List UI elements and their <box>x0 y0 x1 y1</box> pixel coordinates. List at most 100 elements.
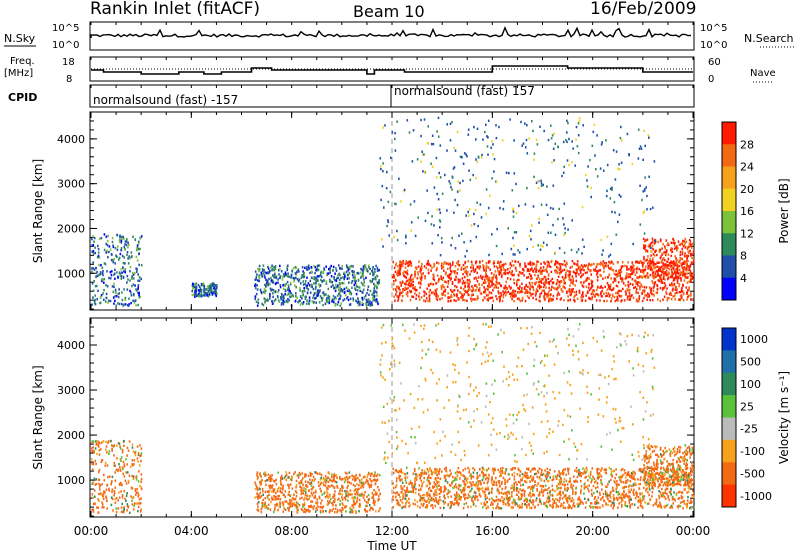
data-cell <box>543 295 545 299</box>
data-cell <box>543 269 546 272</box>
data-cell <box>425 266 428 270</box>
data-cell <box>497 270 499 273</box>
data-cell <box>272 268 274 272</box>
data-cell <box>215 291 217 294</box>
data-cell <box>478 287 481 290</box>
data-cell <box>676 263 679 267</box>
data-cell <box>93 236 96 240</box>
data-cell <box>547 138 550 142</box>
data-cell <box>676 249 678 252</box>
data-cell <box>366 291 368 295</box>
data-cell <box>308 302 310 306</box>
data-cell <box>660 278 663 282</box>
data-cell <box>473 125 475 129</box>
data-cell <box>92 508 94 511</box>
data-cell <box>667 242 669 245</box>
data-cell <box>664 247 667 250</box>
data-cell <box>114 268 116 271</box>
data-cell <box>637 291 639 295</box>
data-cell <box>439 467 441 471</box>
data-cell <box>311 494 314 497</box>
data-cell <box>548 286 550 290</box>
data-cell <box>112 261 115 264</box>
data-cell <box>414 271 416 274</box>
data-cell <box>557 286 560 289</box>
data-cell <box>258 269 260 273</box>
data-cell <box>521 282 523 285</box>
data-cell <box>486 145 489 148</box>
data-cell <box>346 277 349 280</box>
data-cell <box>455 275 457 279</box>
data-cell <box>124 296 127 300</box>
data-cell <box>303 498 305 501</box>
data-cell <box>551 282 554 285</box>
data-cell <box>349 292 351 295</box>
data-cell <box>476 160 478 163</box>
data-cell <box>313 276 315 279</box>
data-cell <box>526 268 529 271</box>
data-cell <box>588 277 590 280</box>
data-cell <box>307 508 310 512</box>
data-cell <box>433 186 436 189</box>
data-cell <box>641 264 644 267</box>
data-cell <box>532 269 534 272</box>
data-cell <box>375 300 377 303</box>
data-cell <box>580 485 583 488</box>
data-cell <box>272 295 274 299</box>
data-cell <box>514 260 517 263</box>
data-cell <box>299 485 302 489</box>
data-cell <box>118 302 121 306</box>
data-cell <box>373 297 376 300</box>
data-cell <box>600 238 603 242</box>
data-cell <box>426 142 429 145</box>
data-cell <box>663 267 665 270</box>
data-cell <box>337 509 339 512</box>
data-cell <box>487 153 489 156</box>
data-cell <box>282 504 285 507</box>
data-cell <box>105 242 108 246</box>
data-cell <box>547 260 550 264</box>
data-cell <box>624 290 627 293</box>
data-cell <box>126 253 128 257</box>
data-cell <box>423 153 425 156</box>
data-cell <box>459 280 461 283</box>
data-cell <box>278 486 280 489</box>
data-cell <box>140 508 142 511</box>
data-cell <box>118 256 121 260</box>
data-cell <box>665 270 668 274</box>
data-cell <box>593 293 595 297</box>
data-cell <box>259 481 261 484</box>
data-cell <box>441 470 443 473</box>
data-cell <box>543 289 545 292</box>
data-cell <box>412 283 414 287</box>
data-cell <box>566 131 568 134</box>
data-cell <box>378 279 380 282</box>
data-cell <box>120 490 122 493</box>
data-cell <box>489 260 491 263</box>
data-cell <box>451 120 453 124</box>
data-cell <box>676 271 679 274</box>
data-cell <box>557 291 559 294</box>
data-cell <box>140 454 142 457</box>
data-cell <box>198 294 201 297</box>
data-cell <box>685 267 688 270</box>
data-cell <box>122 511 125 514</box>
data-cell <box>351 508 353 511</box>
data-cell <box>452 167 455 170</box>
data-cell <box>398 177 400 180</box>
data-cell <box>682 239 684 243</box>
data-cell <box>492 282 495 286</box>
data-cell <box>663 477 666 481</box>
data-cell <box>315 278 317 282</box>
data-cell <box>672 484 674 487</box>
data-cell <box>332 300 335 304</box>
data-cell <box>110 503 113 507</box>
data-cell <box>288 506 291 509</box>
data-cell <box>651 247 654 250</box>
data-cell <box>557 217 559 221</box>
data-cell <box>432 277 435 280</box>
data-cell <box>490 272 493 275</box>
data-cell <box>324 478 326 482</box>
data-cell <box>518 271 521 274</box>
data-cell <box>625 292 627 295</box>
